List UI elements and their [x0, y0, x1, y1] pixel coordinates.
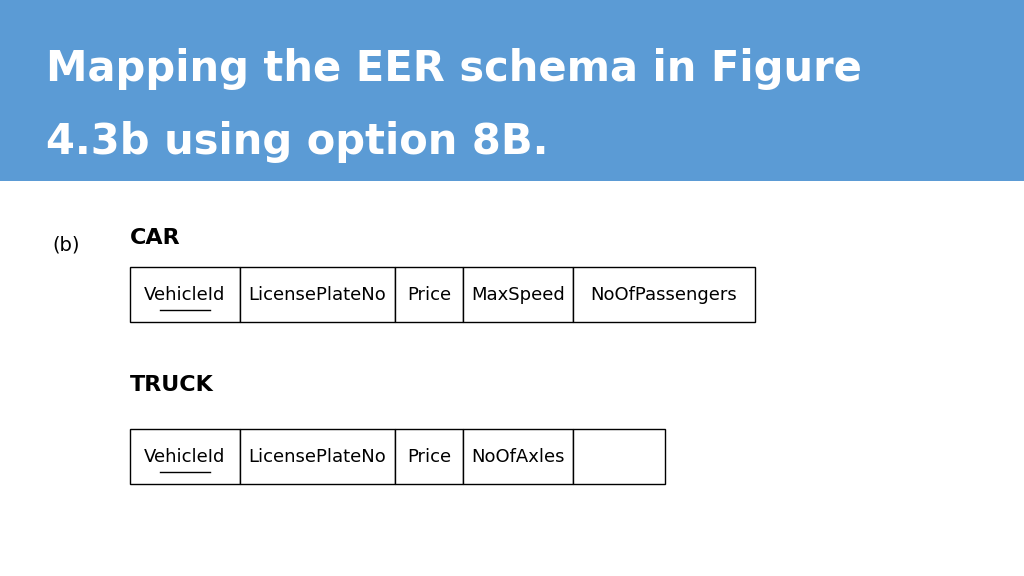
Bar	[240, 429, 395, 484]
Text: NoOfPassengers: NoOfPassengers	[591, 286, 737, 304]
Text: LicensePlateNo: LicensePlateNo	[249, 286, 386, 304]
Bar	[573, 267, 755, 322]
Text: CAR: CAR	[130, 228, 180, 248]
Text: 4.3b using option 8B.: 4.3b using option 8B.	[46, 120, 549, 162]
Bar	[395, 267, 463, 322]
Bar	[463, 429, 573, 484]
Bar	[130, 267, 240, 322]
Text: NoOfAxles: NoOfAxles	[471, 448, 565, 465]
Text: VehicleId: VehicleId	[144, 448, 225, 465]
Bar	[240, 267, 395, 322]
Text: TRUCK: TRUCK	[130, 375, 214, 395]
Text: MaxSpeed: MaxSpeed	[471, 286, 565, 304]
Text: Price: Price	[407, 448, 451, 465]
Text: Price: Price	[407, 286, 451, 304]
Text: (b): (b)	[52, 236, 80, 255]
Text: Mapping the EER schema in Figure: Mapping the EER schema in Figure	[46, 48, 862, 90]
Bar	[130, 429, 240, 484]
Bar	[573, 429, 665, 484]
Bar	[395, 429, 463, 484]
Text: LicensePlateNo: LicensePlateNo	[249, 448, 386, 465]
Bar	[463, 267, 573, 322]
Text: VehicleId: VehicleId	[144, 286, 225, 304]
